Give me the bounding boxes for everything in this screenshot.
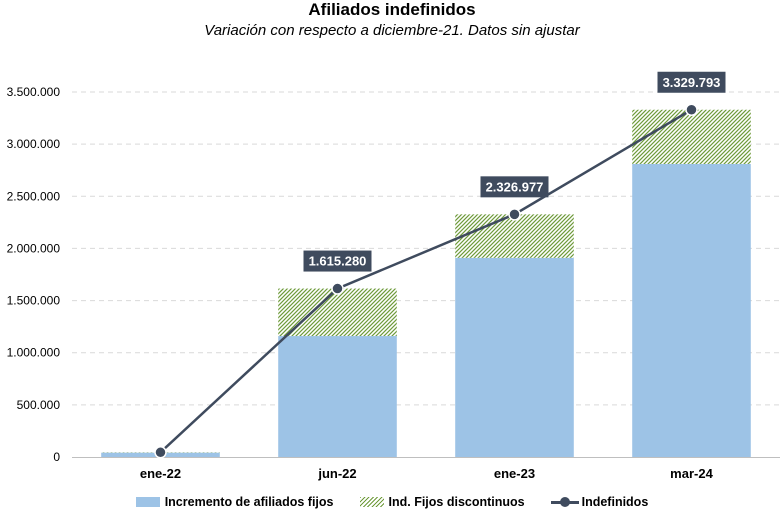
bar-fijos	[455, 257, 574, 457]
bar-fijos	[632, 163, 751, 457]
line-point	[154, 446, 167, 459]
data-label: 3.329.793	[663, 75, 721, 90]
line-point	[331, 282, 344, 295]
data-label-box	[303, 250, 372, 272]
chart-plot: 0 500.000 1.000.000 1.500.000 2.000.000 2.500…	[7, 71, 780, 481]
y-tick-label: 3.000.000	[7, 137, 61, 151]
legend-swatch-discontinuos	[359, 497, 384, 507]
x-tick-label: ene-23	[494, 466, 535, 481]
line-indefinidos	[159, 108, 693, 454]
y-tick-label: 500.000	[17, 398, 61, 412]
data-label: 2.326.977	[486, 179, 544, 194]
line-point	[508, 208, 521, 221]
data-label: 1.615.280	[309, 254, 367, 269]
legend-swatch-indefinidos	[550, 497, 579, 507]
y-tick-label: 3.500.000	[7, 85, 61, 99]
x-tick-label: jun-22	[317, 466, 356, 481]
chart-title: Afiliados indefinidos	[308, 0, 476, 19]
legend-item-fijos: Incremento de afiliados fijos	[135, 494, 334, 510]
y-tick-label: 1.000.000	[7, 346, 61, 360]
line-point	[685, 103, 698, 117]
data-label-box	[480, 176, 549, 198]
legend-label-indefinidos: Indefinidos	[581, 495, 649, 509]
y-tick-label: 2.500.000	[7, 189, 61, 203]
x-tick-label: ene-22	[140, 466, 181, 481]
chart-subtitle: Variación con respecto a diciembre-21. D…	[204, 22, 580, 39]
x-tick-label: mar-24	[670, 466, 713, 481]
y-tick-label: 2.000.000	[7, 241, 61, 255]
bar-discontinuos	[278, 288, 397, 337]
legend-label-fijos: Incremento de afiliados fijos	[164, 495, 334, 509]
legend-item-discontinuos: Ind. Fijos discontinuos	[359, 494, 525, 510]
bar-discontinuos	[632, 109, 751, 164]
chart-legend: Incremento de afiliados fijos Ind. Fijos…	[0, 494, 784, 510]
y-tick-label: 1.500.000	[7, 294, 61, 308]
legend-item-indefinidos: Indefinidos	[550, 494, 649, 510]
y-tick-label: 0	[53, 450, 60, 464]
legend-swatch-fijos	[135, 497, 160, 507]
bar-fijos	[278, 336, 397, 457]
data-label-box	[657, 71, 726, 93]
bar-discontinuos	[455, 214, 574, 258]
legend-label-discontinuos: Ind. Fijos discontinuos	[388, 495, 525, 509]
